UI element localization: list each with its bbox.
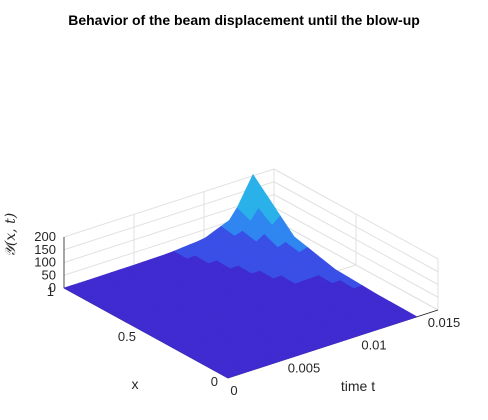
chart-title: Behavior of the beam displacement until … bbox=[68, 12, 420, 28]
z-tick-label: 200 bbox=[34, 229, 56, 244]
z-tick-label: 0 bbox=[49, 280, 56, 295]
t-axis-label: time t bbox=[341, 378, 375, 394]
surface bbox=[63, 173, 418, 379]
z-gridline-back bbox=[63, 181, 275, 251]
z-axis-label: 𝒴(x, t) bbox=[3, 213, 19, 257]
surface-patch bbox=[394, 308, 418, 320]
z-gridline-back bbox=[63, 168, 275, 238]
x-tick-label: 0 bbox=[211, 374, 218, 389]
z-tick-label: 150 bbox=[34, 242, 56, 257]
x-tick-label: 1 bbox=[47, 284, 54, 299]
x-tick-label: 0.5 bbox=[118, 329, 136, 344]
x-axis-label: x bbox=[132, 376, 139, 392]
t-tick-label: 0.015 bbox=[428, 315, 461, 330]
t-tick-label: 0.005 bbox=[288, 360, 321, 375]
z-tick-label: 50 bbox=[42, 267, 56, 282]
t-tick-label: 0.01 bbox=[361, 338, 386, 353]
t-tick-label: 0 bbox=[230, 383, 237, 398]
z-tick-label: 100 bbox=[34, 255, 56, 270]
